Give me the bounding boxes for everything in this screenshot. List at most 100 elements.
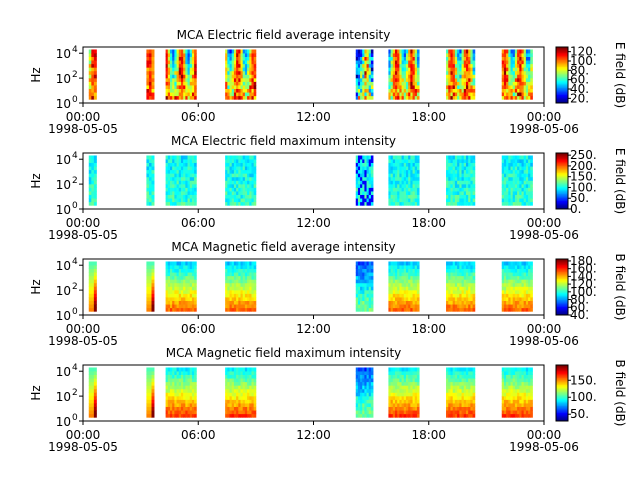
heatmap-cell (523, 180, 527, 185)
heatmap-cell (368, 289, 372, 294)
heatmap-cell (176, 180, 180, 185)
heatmap-cell (240, 67, 244, 72)
heatmap-cell (360, 392, 363, 397)
heatmap-cell (225, 279, 228, 284)
heatmap-cell (233, 286, 237, 291)
heatmap-cell (519, 268, 522, 273)
heatmap-cell (244, 367, 248, 372)
heatmap-cell (370, 162, 374, 167)
heatmap-cell (189, 395, 193, 400)
heatmap-cell (236, 53, 239, 57)
heatmap-cell (169, 385, 173, 390)
heatmap-cell (180, 289, 184, 294)
heatmap-cell (454, 92, 458, 97)
colorbar-swatch (556, 398, 568, 401)
heatmap-cell (395, 272, 398, 277)
heatmap-cell (189, 392, 193, 397)
colorbar: 20.40.60.80.100.120. E field (dB) (555, 42, 627, 108)
heatmap-cell (459, 406, 462, 411)
heatmap-cell (180, 371, 184, 375)
heatmap-cell (470, 399, 474, 404)
heatmap-cell (472, 385, 476, 390)
heatmap-cell (169, 70, 173, 75)
heatmap-cell (247, 392, 250, 397)
heatmap-cell (238, 293, 241, 298)
heatmap-cell (227, 286, 230, 291)
heatmap-cell (187, 81, 191, 86)
heatmap-cell (454, 74, 458, 79)
heatmap-cell (355, 293, 359, 298)
heatmap-cell (519, 261, 522, 266)
heatmap-cell (506, 173, 509, 178)
heatmap-cell (172, 56, 175, 61)
heatmap-cell (229, 265, 233, 269)
heatmap-cell (388, 180, 392, 185)
heatmap-cell (247, 388, 250, 393)
heatmap-cell (236, 378, 239, 383)
heatmap-cell (459, 56, 462, 61)
heatmap-cell (148, 173, 152, 178)
heatmap-cell (503, 74, 507, 79)
heatmap-cell (165, 92, 169, 97)
heatmap-cell (244, 378, 248, 383)
heatmap-cell (244, 381, 248, 386)
heatmap-cell (174, 297, 177, 301)
heatmap-cell (525, 173, 529, 178)
heatmap-cell (233, 381, 237, 386)
heatmap-cell (452, 410, 456, 415)
heatmap-cell (463, 399, 467, 404)
heatmap-cell (183, 265, 186, 269)
heatmap-cell (370, 74, 374, 79)
heatmap-cell (368, 282, 372, 287)
colorbar-tick-label: 60. (570, 73, 589, 87)
heatmap-cell (238, 307, 241, 312)
heatmap-cell (399, 191, 402, 195)
heatmap-cell (187, 183, 191, 188)
heatmap-cell (174, 293, 177, 298)
heatmap-cell (512, 92, 516, 97)
heatmap-cell (169, 77, 173, 82)
heatmap-cell (525, 183, 529, 188)
heatmap-cell (247, 385, 250, 390)
heatmap-cell (240, 77, 244, 82)
heatmap-cell (165, 88, 169, 93)
heatmap-cell (355, 399, 359, 404)
heatmap-cell (247, 413, 250, 418)
heatmap-cell (523, 169, 527, 174)
colorbar-swatch (556, 66, 568, 69)
heatmap-cell (244, 180, 248, 185)
heatmap-cell (454, 289, 458, 294)
heatmap-cell (395, 289, 398, 294)
heatmap-cell (148, 60, 152, 65)
heatmap-cell (388, 159, 392, 163)
heatmap-cell (244, 307, 248, 312)
heatmap-cell (519, 201, 522, 206)
heatmap-cell (366, 289, 370, 294)
heatmap-cell (368, 367, 372, 372)
heatmap-cell (242, 413, 246, 418)
heatmap-cell (233, 367, 237, 372)
heatmap-cell (459, 403, 462, 407)
heatmap-cell (403, 265, 407, 269)
heatmap-cell (514, 95, 518, 100)
heatmap-cell (519, 159, 522, 163)
heatmap-cell (390, 307, 394, 312)
heatmap-cell (362, 300, 365, 305)
heatmap-cell (233, 187, 237, 192)
heatmap-cell (395, 265, 398, 269)
heatmap-cell (355, 67, 359, 72)
colorbar-swatch (556, 204, 568, 207)
heatmap-cell (461, 289, 465, 294)
heatmap-cell (93, 388, 97, 393)
heatmap-cell (514, 60, 518, 65)
heatmap-cell (501, 413, 505, 418)
colorbar-swatch (556, 285, 568, 288)
heatmap-cell (231, 173, 235, 178)
heatmap-cell (501, 77, 505, 82)
heatmap-cell (472, 95, 476, 100)
heatmap-cell (512, 371, 516, 375)
heatmap-cell (183, 169, 186, 174)
heatmap-cell (414, 413, 418, 418)
heatmap-cell (514, 53, 518, 57)
heatmap-cell (364, 56, 367, 61)
